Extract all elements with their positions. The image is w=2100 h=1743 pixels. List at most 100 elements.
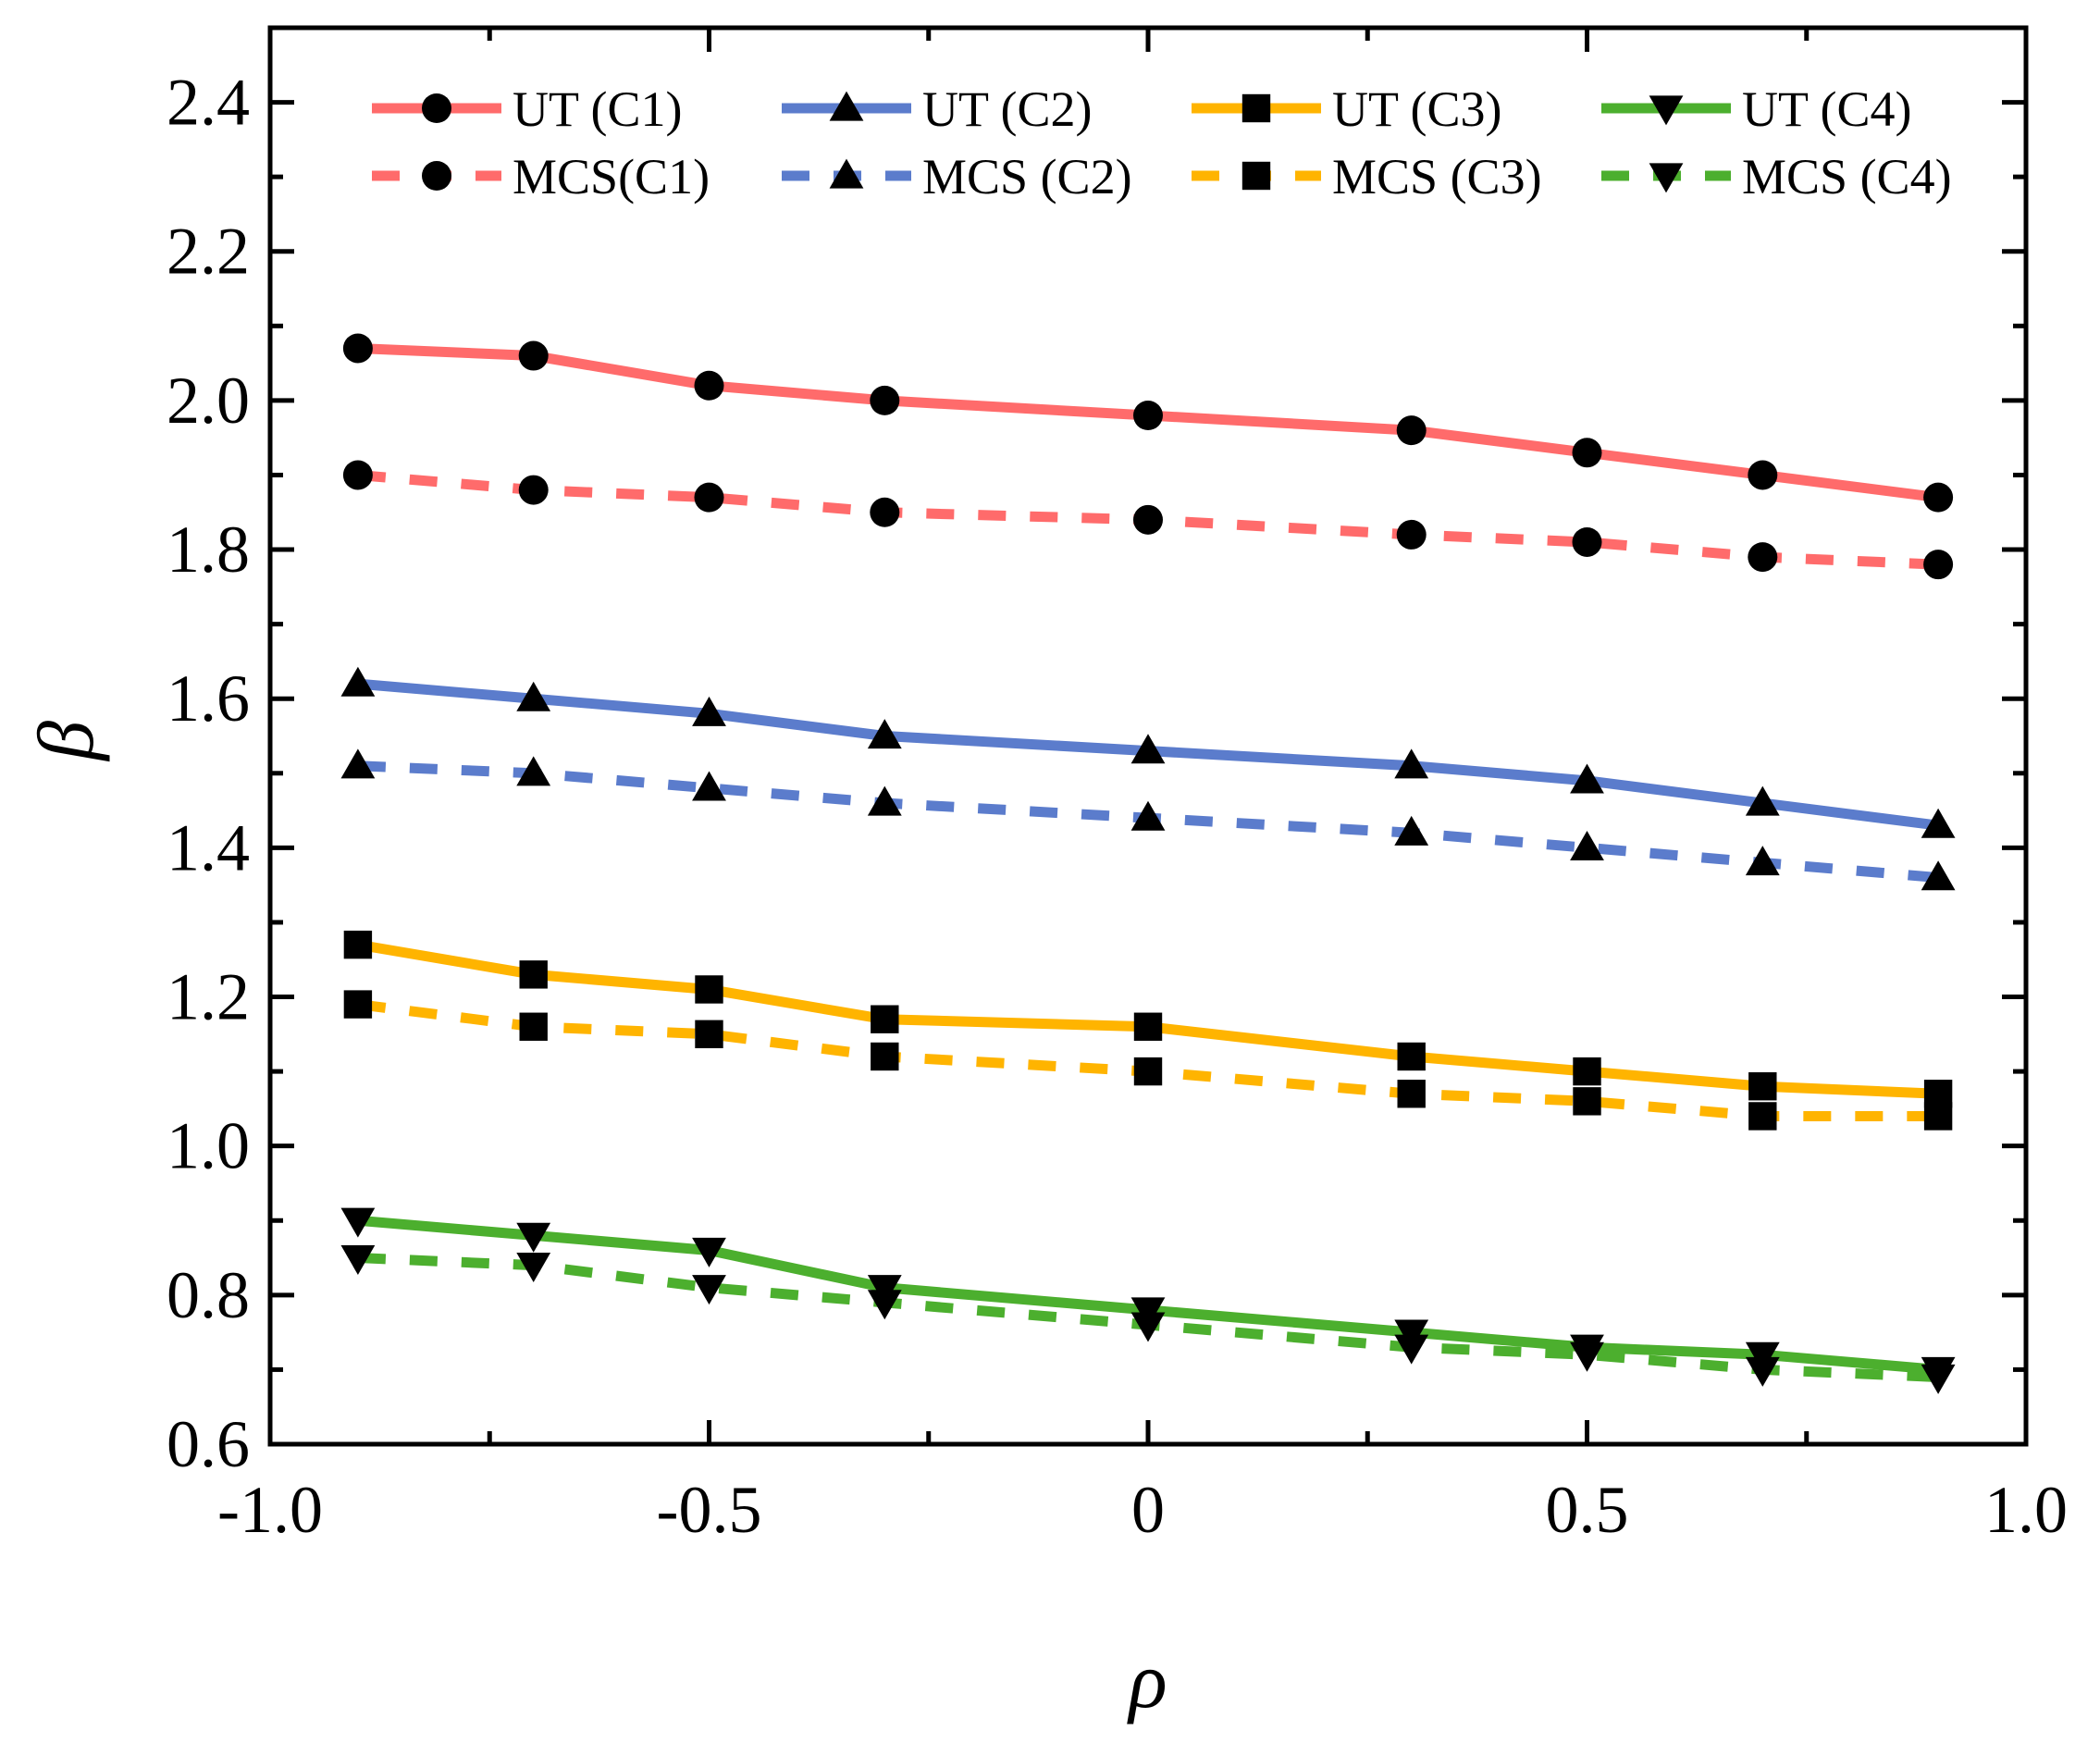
data-point xyxy=(1133,504,1163,535)
data-point xyxy=(1921,860,1956,891)
legend-item: MCS (C2) xyxy=(782,149,1132,204)
legend-marker xyxy=(829,158,864,189)
y-tick-label: 1.8 xyxy=(167,513,250,587)
x-tick-label: 1.0 xyxy=(1984,1473,2068,1547)
data-point xyxy=(518,475,549,505)
y-tick-label: 1.6 xyxy=(167,661,250,736)
data-point xyxy=(1748,542,1778,573)
series-layer xyxy=(340,333,1956,1394)
y-tick-label: 2.4 xyxy=(167,66,250,140)
data-point xyxy=(692,1237,726,1267)
axes-layer: -1.0 -0.5 0 0.5 1.0 0.6 0.8 1.0 1.2 1.4 1.6 1.8 2.0 2… xyxy=(167,25,2068,1547)
data-point xyxy=(1573,1087,1601,1116)
data-point xyxy=(342,460,373,490)
x-tick-label: -1.0 xyxy=(217,1473,323,1547)
data-point xyxy=(1133,1012,1163,1041)
data-point xyxy=(694,482,724,513)
legend-item: MCS (C4) xyxy=(1601,149,1952,204)
data-point xyxy=(1133,1057,1163,1086)
legend-label: MCS (C4) xyxy=(1742,149,1952,204)
legend-item: UT (C3) xyxy=(1192,81,1502,137)
legend-label: UT (C3) xyxy=(1332,81,1502,137)
series-2 xyxy=(342,460,1954,580)
data-point xyxy=(1133,401,1163,431)
data-point xyxy=(1745,846,1780,876)
series-7 xyxy=(340,1207,1956,1387)
data-point xyxy=(342,333,373,364)
data-point xyxy=(1748,1072,1777,1101)
data-point xyxy=(343,990,373,1019)
data-point xyxy=(1745,1356,1780,1387)
data-point xyxy=(867,719,902,749)
data-point xyxy=(518,340,549,371)
data-point xyxy=(867,1290,902,1320)
series-line xyxy=(357,1215,1939,1375)
data-point xyxy=(1394,748,1429,779)
data-point xyxy=(1921,1364,1956,1394)
data-point xyxy=(1572,438,1602,468)
data-point xyxy=(340,748,376,779)
x-tick-label: 0.5 xyxy=(1546,1473,1629,1547)
x-axis-title: ρ xyxy=(1126,1636,1167,1724)
data-point xyxy=(516,756,551,786)
data-point xyxy=(1570,1341,1604,1372)
legend-marker xyxy=(829,91,864,121)
legend-marker xyxy=(1241,93,1271,123)
data-point xyxy=(1394,815,1429,846)
data-point xyxy=(1394,1319,1429,1350)
data-point xyxy=(1923,1102,1953,1131)
data-point xyxy=(692,696,726,726)
data-point xyxy=(692,1275,726,1305)
y-tick-label: 1.0 xyxy=(167,1109,250,1183)
y-tick-label: 1.4 xyxy=(167,810,250,884)
data-point xyxy=(1396,415,1427,446)
legend-label: UT (C4) xyxy=(1742,81,1912,137)
data-point xyxy=(1394,1334,1429,1365)
data-point xyxy=(1748,460,1778,490)
data-point xyxy=(1923,482,1954,513)
data-point xyxy=(1130,734,1166,764)
y-tick-label: 0.8 xyxy=(167,1258,250,1332)
y-axis-title: β xyxy=(21,721,110,762)
data-point xyxy=(870,385,900,415)
series-4 xyxy=(340,748,1956,891)
data-point xyxy=(516,1222,551,1253)
series-8 xyxy=(340,1244,1956,1394)
legend-item: MCS (C3) xyxy=(1192,149,1542,204)
data-point xyxy=(1748,1102,1777,1131)
data-point xyxy=(1921,808,1956,838)
data-point xyxy=(519,1012,548,1041)
legend-label: MCS(C1) xyxy=(513,149,710,204)
legend-marker xyxy=(422,93,451,123)
x-tick-label: -0.5 xyxy=(657,1473,762,1547)
data-point xyxy=(1130,1312,1166,1342)
data-point xyxy=(516,681,551,711)
y-tick-label: 2.0 xyxy=(167,364,250,438)
series-1 xyxy=(342,333,1954,513)
data-point xyxy=(871,1042,899,1071)
legend-item: UT (C1) xyxy=(372,81,683,137)
data-point xyxy=(695,975,723,1004)
data-point xyxy=(1396,519,1427,550)
y-tick-label: 1.2 xyxy=(167,960,250,1034)
data-point xyxy=(1397,1042,1426,1071)
data-point xyxy=(871,1005,899,1033)
series-3 xyxy=(340,666,1956,838)
data-point xyxy=(1745,1341,1780,1372)
data-point xyxy=(694,370,724,401)
legend: UT (C1) UT (C2) UT (C3) UT (C4) MCS(C1) MCS (… xyxy=(372,81,1952,204)
legend-marker xyxy=(1241,161,1271,191)
data-point xyxy=(340,666,376,697)
y-tick-label: 0.6 xyxy=(167,1407,250,1481)
data-point xyxy=(1570,763,1604,794)
legend-label: MCS (C3) xyxy=(1332,149,1542,204)
series-5 xyxy=(343,930,1953,1108)
data-point xyxy=(340,1244,376,1275)
data-point xyxy=(867,785,902,816)
legend-label: UT (C1) xyxy=(513,81,683,137)
data-point xyxy=(867,1275,902,1305)
data-point xyxy=(692,771,726,801)
data-point xyxy=(1572,526,1602,557)
x-tick-label: 0 xyxy=(1131,1473,1165,1547)
